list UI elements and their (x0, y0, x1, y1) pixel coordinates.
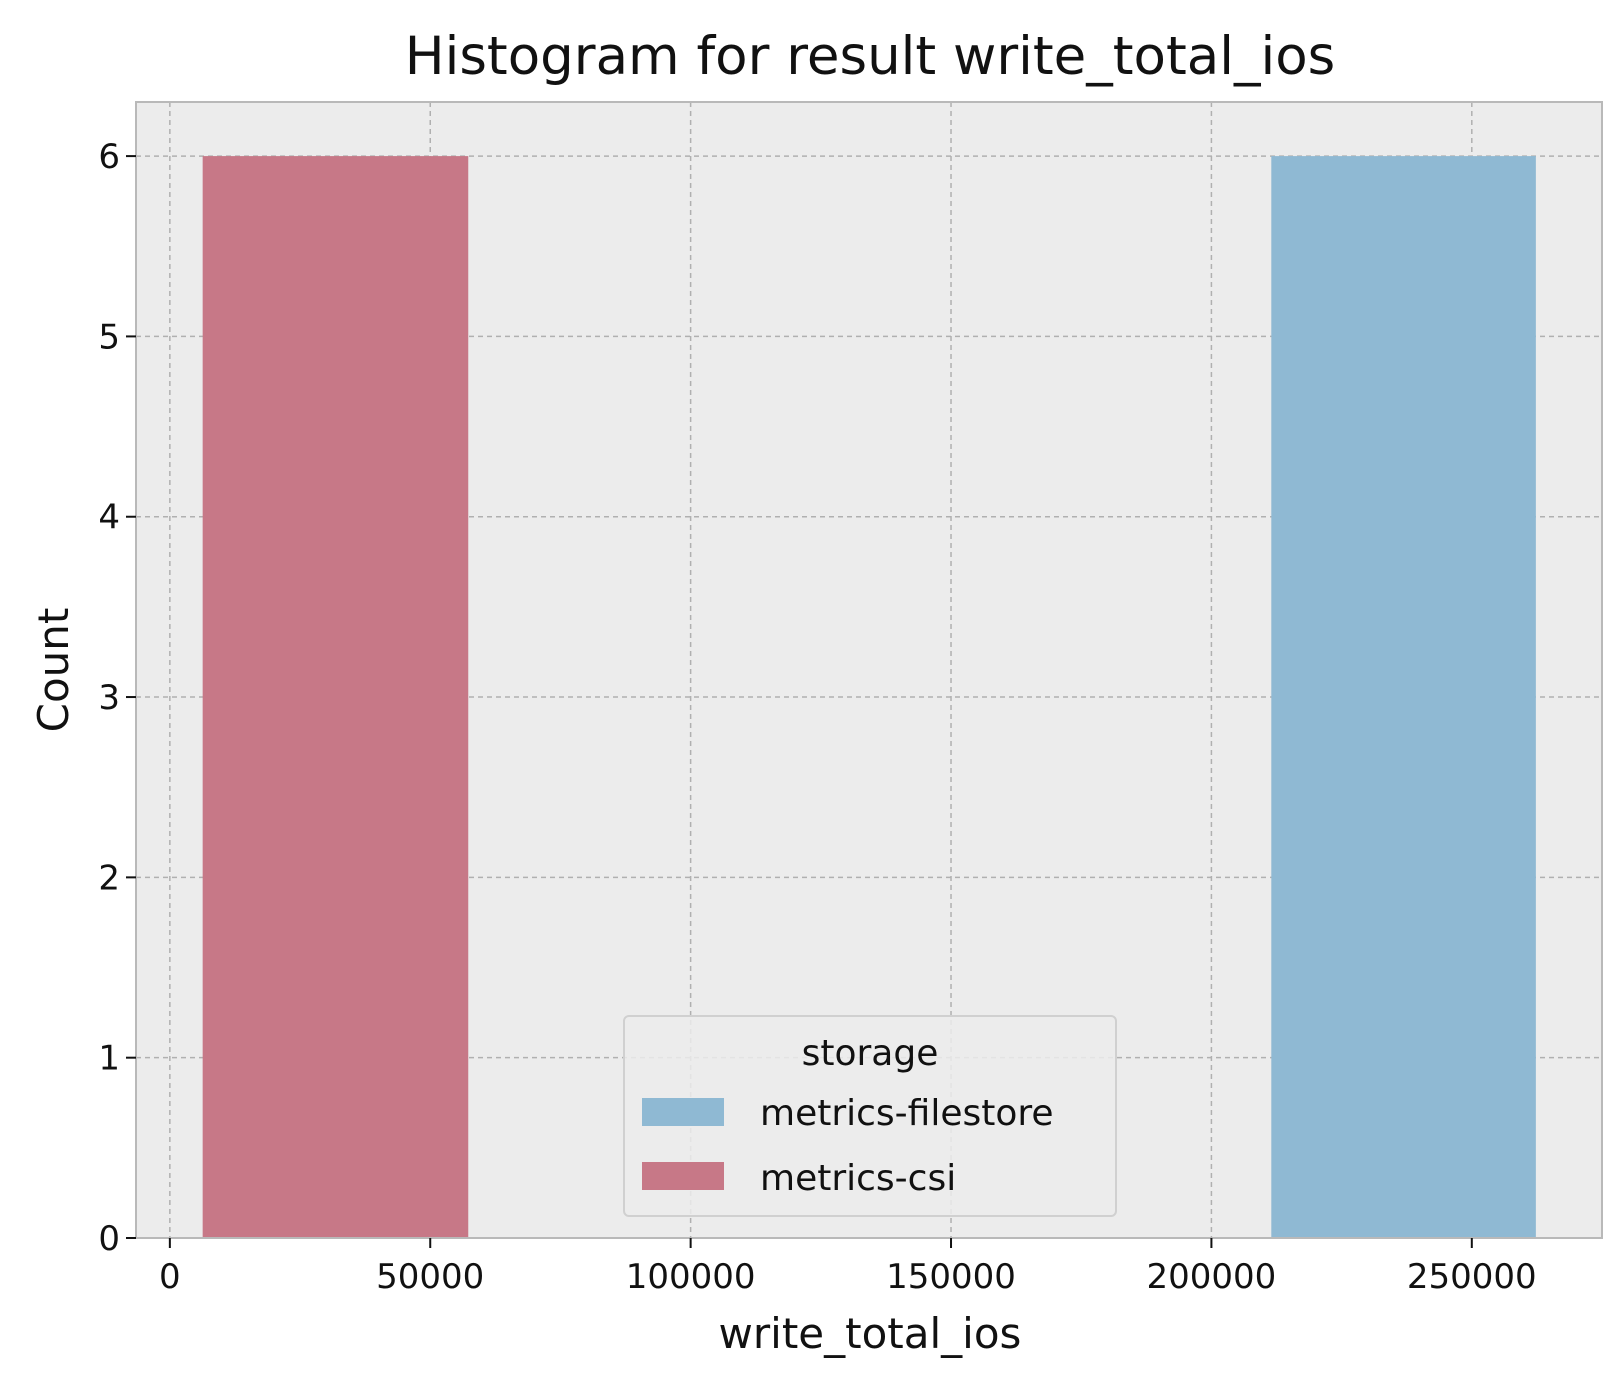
y-tick-label: 0 (98, 1219, 120, 1259)
plot-border (135, 101, 1603, 1239)
y-tick-label: 2 (98, 858, 120, 898)
legend-label-metrics-csi: metrics-csi (760, 1158, 956, 1199)
x-tick-label: 50000 (376, 1257, 484, 1297)
chart-title: Histogram for result write_total_ios (405, 26, 1336, 87)
y-tick-label: 1 (98, 1039, 120, 1079)
y-axis-title: Count (29, 608, 78, 733)
legend-title: storage (802, 1033, 939, 1074)
legend: storage metrics-filestore metrics-csi (623, 1015, 1117, 1217)
legend-box (623, 1015, 1117, 1217)
legend-swatch-metrics-filestore (642, 1098, 724, 1126)
y-tick-label: 6 (98, 137, 120, 177)
y-tick-label: 3 (98, 678, 120, 718)
histogram-bars (202, 156, 1536, 1239)
x-axis-title: write_total_ios (719, 1309, 1022, 1358)
x-tick-label: 250000 (1407, 1257, 1537, 1297)
legend-label-metrics-filestore: metrics-filestore (760, 1093, 1054, 1134)
legend-swatch-metrics-csi (642, 1162, 724, 1190)
y-tick-label: 5 (98, 317, 120, 357)
x-tick-label: 200000 (1147, 1257, 1277, 1297)
histogram-bar-metrics-filestore (1271, 156, 1536, 1239)
x-tick-label: 150000 (886, 1257, 1016, 1297)
y-tick-label: 4 (98, 498, 120, 538)
histogram-bar-metrics-csi (202, 156, 469, 1239)
axis-ticks: 0 50000 100000 150000 200000 250000 0 1 2 3 4 5 6 (98, 137, 1536, 1297)
x-tick-label: 0 (159, 1257, 181, 1297)
x-tick-label: 100000 (626, 1257, 756, 1297)
